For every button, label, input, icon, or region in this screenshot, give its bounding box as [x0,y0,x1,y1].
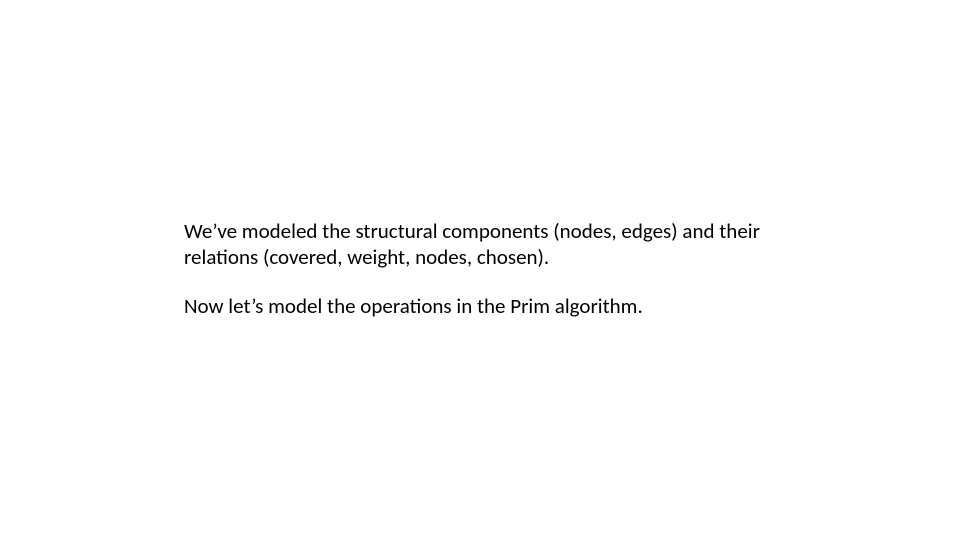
paragraph-2: Now let’s model the operations in the Pr… [184,293,774,319]
paragraph-1: We’ve modeled the structural components … [184,218,774,271]
slide: We’ve modeled the structural components … [0,0,960,540]
body-text: We’ve modeled the structural components … [184,218,774,319]
